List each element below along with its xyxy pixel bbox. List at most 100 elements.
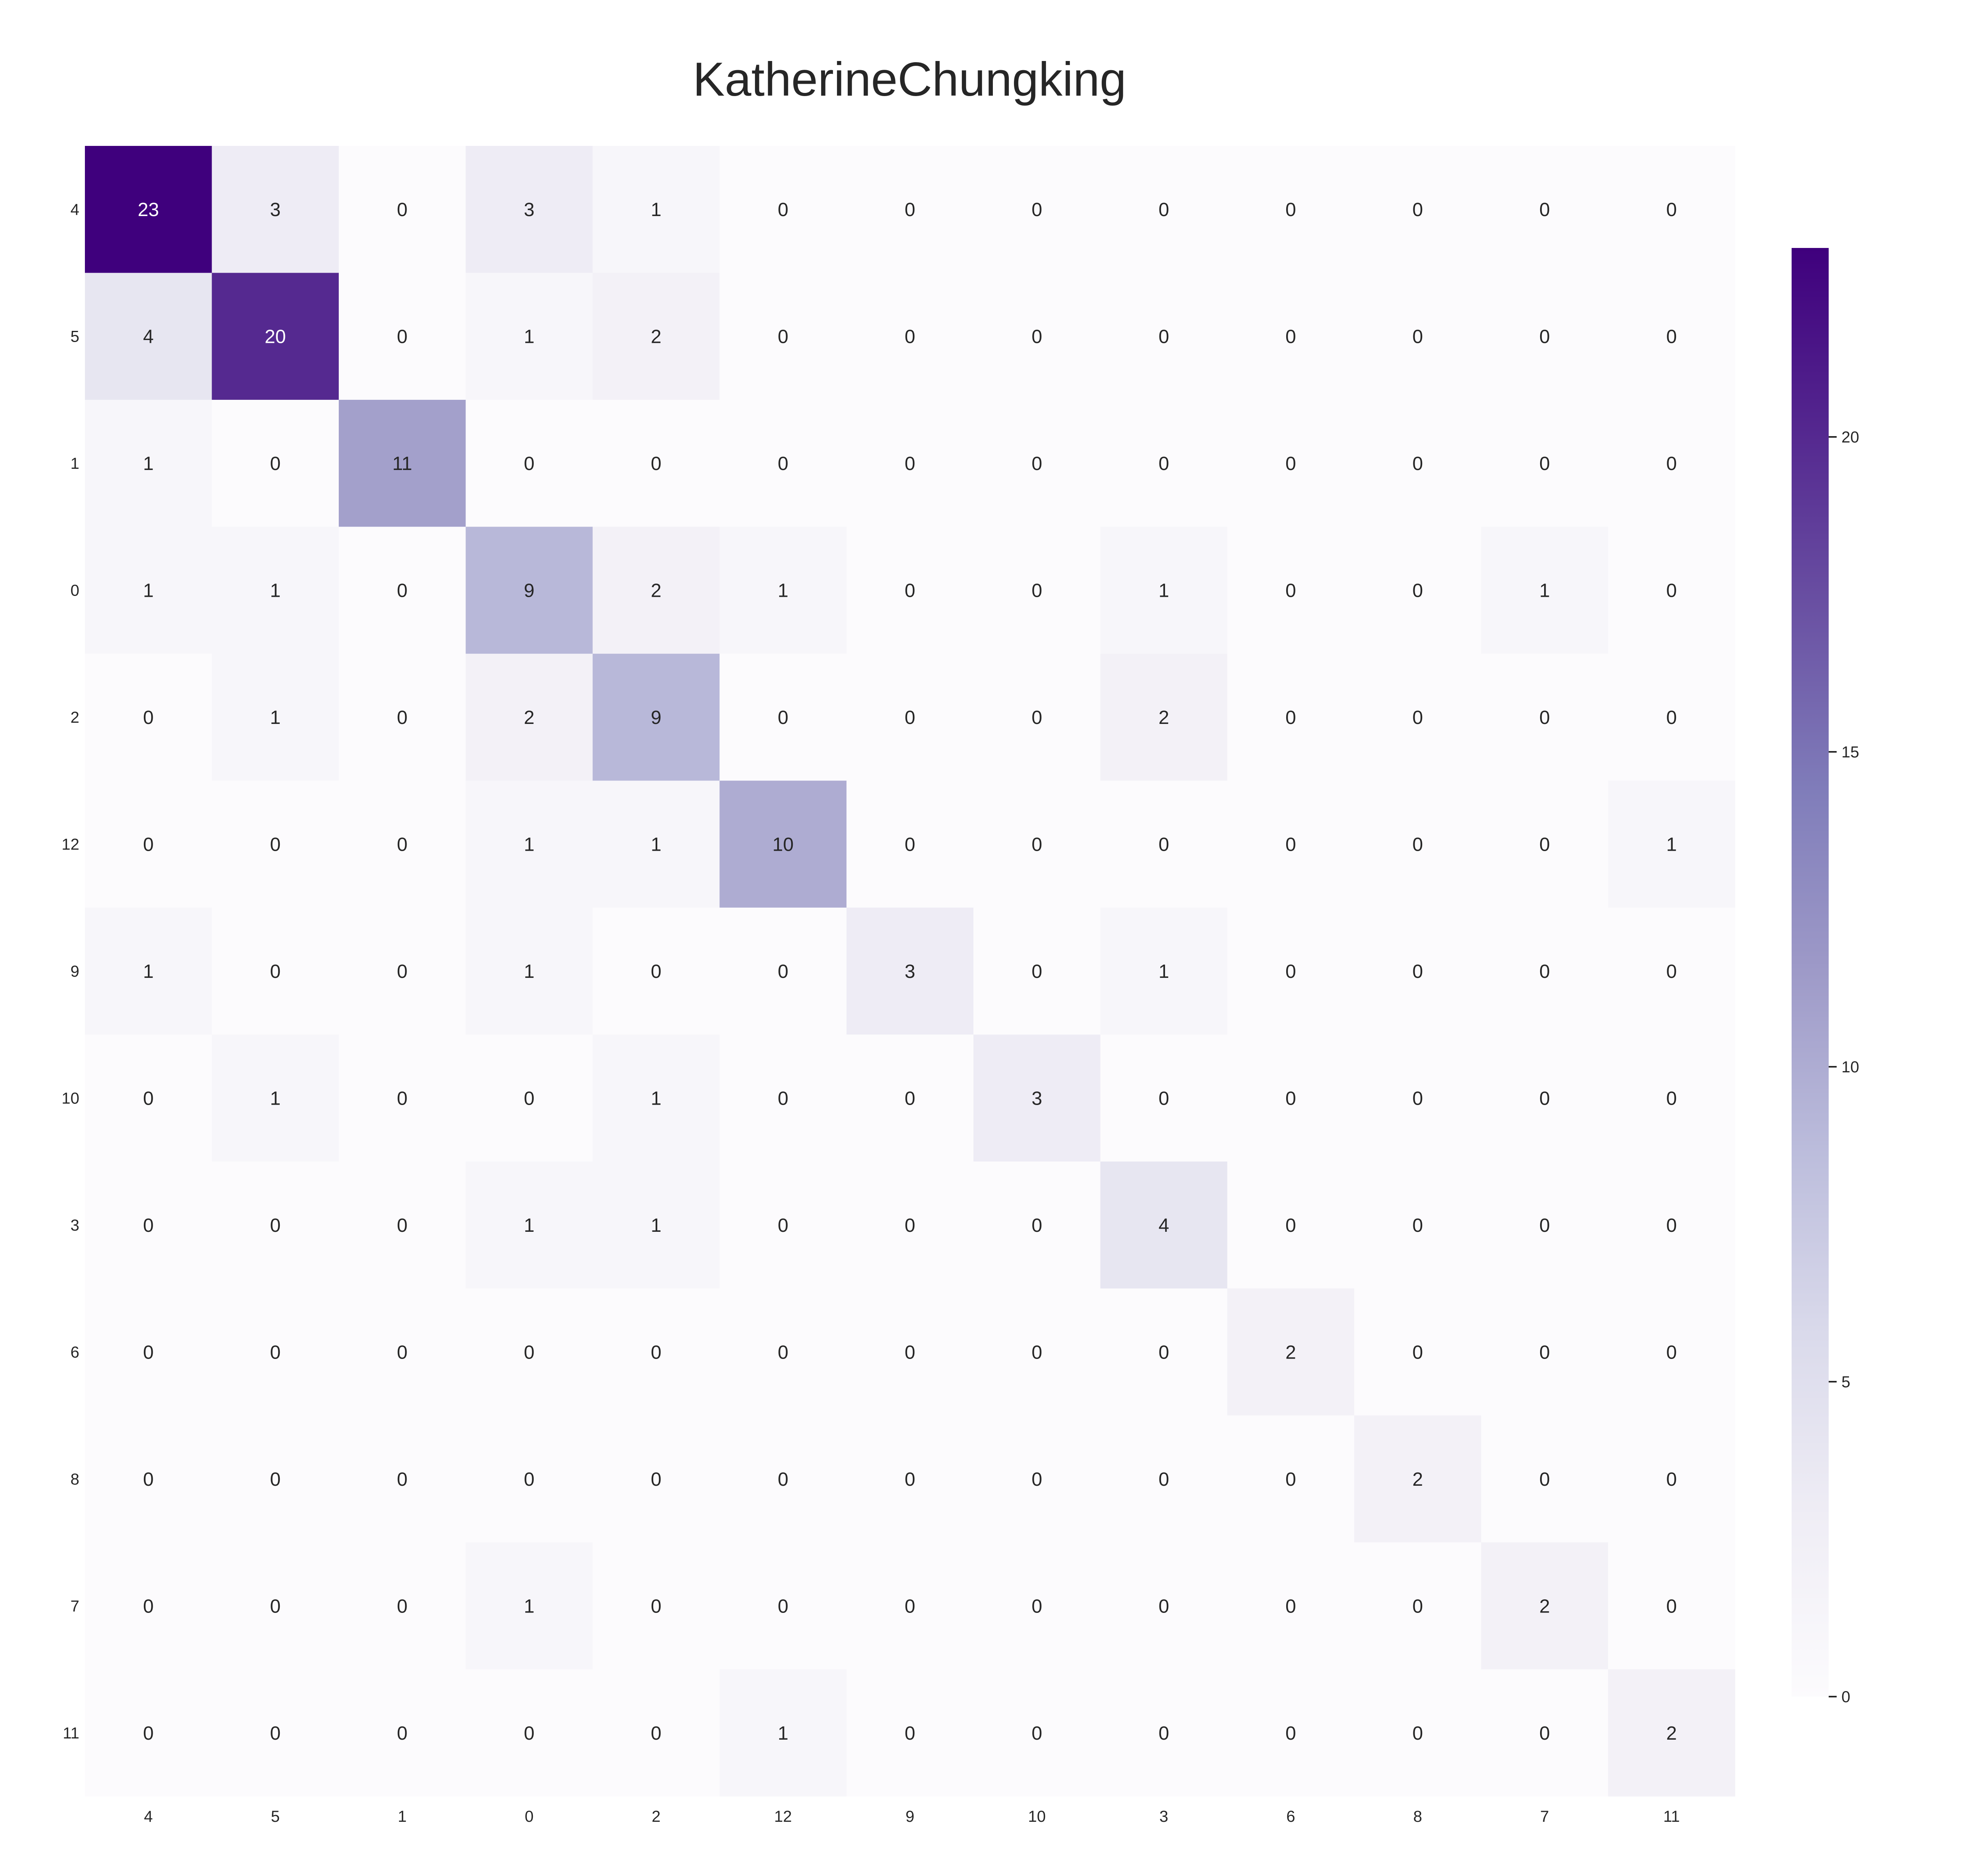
heatmap-cell bbox=[1608, 1034, 1735, 1162]
cell-value-label: 0 bbox=[778, 1596, 788, 1617]
x-tick-label: 1 bbox=[398, 1808, 407, 1825]
heatmap-cell bbox=[85, 1415, 212, 1543]
cell-value-label: 0 bbox=[1539, 961, 1550, 982]
cell-value-label: 0 bbox=[1159, 199, 1169, 220]
cell-value-label: 0 bbox=[397, 834, 408, 855]
cell-value-label: 0 bbox=[1032, 1596, 1042, 1617]
heatmap-cell bbox=[846, 653, 974, 781]
heatmap-cell bbox=[1227, 1669, 1355, 1797]
heatmap-cell bbox=[85, 1288, 212, 1416]
heatmap-cell bbox=[1608, 1161, 1735, 1289]
cell-value-label: 0 bbox=[905, 1088, 916, 1109]
heatmap-cell bbox=[1227, 273, 1355, 400]
heatmap-cell bbox=[1354, 1034, 1482, 1162]
cell-value-label: 0 bbox=[270, 1342, 281, 1363]
cell-value-label: 9 bbox=[524, 580, 534, 602]
heatmap-cells bbox=[85, 146, 1735, 1797]
cell-value-label: 2 bbox=[1285, 1342, 1296, 1363]
heatmap-cell bbox=[212, 907, 339, 1035]
heatmap-cell bbox=[973, 1288, 1101, 1416]
cell-value-label: 0 bbox=[397, 1088, 408, 1109]
heatmap-cell bbox=[1354, 781, 1482, 908]
cell-value-label: 0 bbox=[1285, 707, 1296, 728]
cell-value-label: 0 bbox=[651, 1342, 662, 1363]
heatmap-cell bbox=[212, 1415, 339, 1543]
x-axis-tick-labels: 4 5 1 0 2 12 9 10 3 6 8 7 11 bbox=[144, 1808, 1680, 1825]
cell-value-label: 0 bbox=[270, 834, 281, 855]
cell-value-label: 0 bbox=[905, 1215, 916, 1236]
heatmap-cell bbox=[466, 1542, 593, 1670]
cell-value-label: 0 bbox=[1285, 1723, 1296, 1744]
heatmap-cell bbox=[1100, 273, 1228, 400]
heatmap-cell bbox=[973, 781, 1101, 908]
heatmap-cell bbox=[1608, 146, 1735, 273]
cell-value-label: 0 bbox=[1159, 1596, 1169, 1617]
x-tick-label: 8 bbox=[1413, 1808, 1422, 1825]
heatmap-cell bbox=[592, 1669, 720, 1797]
cell-value-label: 0 bbox=[270, 1596, 281, 1617]
colorbar-ticks: 0 5 10 15 20 bbox=[1829, 429, 1859, 1706]
x-tick-label: 6 bbox=[1286, 1808, 1295, 1825]
cell-value-label: 0 bbox=[778, 453, 788, 474]
cell-value-label: 0 bbox=[1539, 1088, 1550, 1109]
heatmap-cell bbox=[1100, 1161, 1228, 1289]
heatmap-cell bbox=[1227, 527, 1355, 654]
cell-value-label: 1 bbox=[143, 961, 154, 982]
heatmap-cell bbox=[338, 653, 466, 781]
cell-value-label: 0 bbox=[1412, 1088, 1423, 1109]
cell-value-label: 4 bbox=[143, 326, 154, 348]
cell-value-label: 1 bbox=[524, 326, 534, 348]
heatmap-cell bbox=[1481, 653, 1609, 781]
cell-value-label: 0 bbox=[1539, 1723, 1550, 1744]
cell-value-label: 0 bbox=[1539, 326, 1550, 348]
heatmap-cell bbox=[973, 1415, 1101, 1543]
cell-value-label: 2 bbox=[1666, 1723, 1677, 1744]
cell-value-label: 1 bbox=[270, 707, 281, 728]
cell-value-label: 1 bbox=[651, 834, 662, 855]
y-tick-label: 6 bbox=[71, 1343, 79, 1361]
y-tick-label: 2 bbox=[71, 709, 79, 726]
heatmap-cell bbox=[592, 1034, 720, 1162]
heatmap-cell bbox=[85, 273, 212, 400]
y-tick-label: 10 bbox=[62, 1089, 80, 1107]
cell-value-label: 0 bbox=[524, 453, 534, 474]
heatmap-cell bbox=[973, 1034, 1101, 1162]
cell-value-label: 0 bbox=[1285, 326, 1296, 348]
colorbar-tick-label: 10 bbox=[1841, 1058, 1859, 1076]
heatmap-cell bbox=[592, 1161, 720, 1289]
heatmap-cell bbox=[719, 907, 847, 1035]
heatmap-cell bbox=[212, 1034, 339, 1162]
heatmap-cell bbox=[973, 1542, 1101, 1670]
cell-value-label: 10 bbox=[772, 834, 794, 855]
heatmap-cell bbox=[719, 1415, 847, 1543]
y-tick-label: 7 bbox=[71, 1597, 79, 1615]
y-tick-label: 5 bbox=[71, 328, 79, 346]
heatmap-cell bbox=[1354, 399, 1482, 527]
heatmap-cell bbox=[338, 1415, 466, 1543]
heatmap-cell bbox=[85, 1669, 212, 1797]
heatmap-cell bbox=[212, 146, 339, 273]
cell-value-label: 0 bbox=[1159, 834, 1169, 855]
y-tick-label: 0 bbox=[71, 582, 79, 600]
heatmap-cell bbox=[1100, 781, 1228, 908]
heatmap-cell bbox=[85, 146, 212, 273]
heatmap-cell bbox=[719, 527, 847, 654]
cell-value-label: 0 bbox=[1285, 1215, 1296, 1236]
cell-value-label: 1 bbox=[1159, 580, 1169, 602]
cell-value-label: 0 bbox=[1539, 453, 1550, 474]
cell-value-label: 0 bbox=[905, 834, 916, 855]
cell-value-label: 0 bbox=[270, 453, 281, 474]
colorbar-tick-label: 20 bbox=[1841, 429, 1859, 446]
cell-value-label: 0 bbox=[1285, 834, 1296, 855]
cell-value-label: 23 bbox=[138, 199, 159, 220]
heatmap-cell bbox=[1100, 146, 1228, 273]
heatmap-cell bbox=[1481, 273, 1609, 400]
heatmap-cell bbox=[973, 527, 1101, 654]
heatmap-cell bbox=[1354, 273, 1482, 400]
heatmap-cell bbox=[1481, 527, 1609, 654]
heatmap-cell bbox=[85, 399, 212, 527]
cell-value-label: 0 bbox=[651, 1723, 662, 1744]
heatmap-cell bbox=[719, 1034, 847, 1162]
cell-value-label: 20 bbox=[265, 326, 286, 348]
heatmap-cell bbox=[466, 1288, 593, 1416]
